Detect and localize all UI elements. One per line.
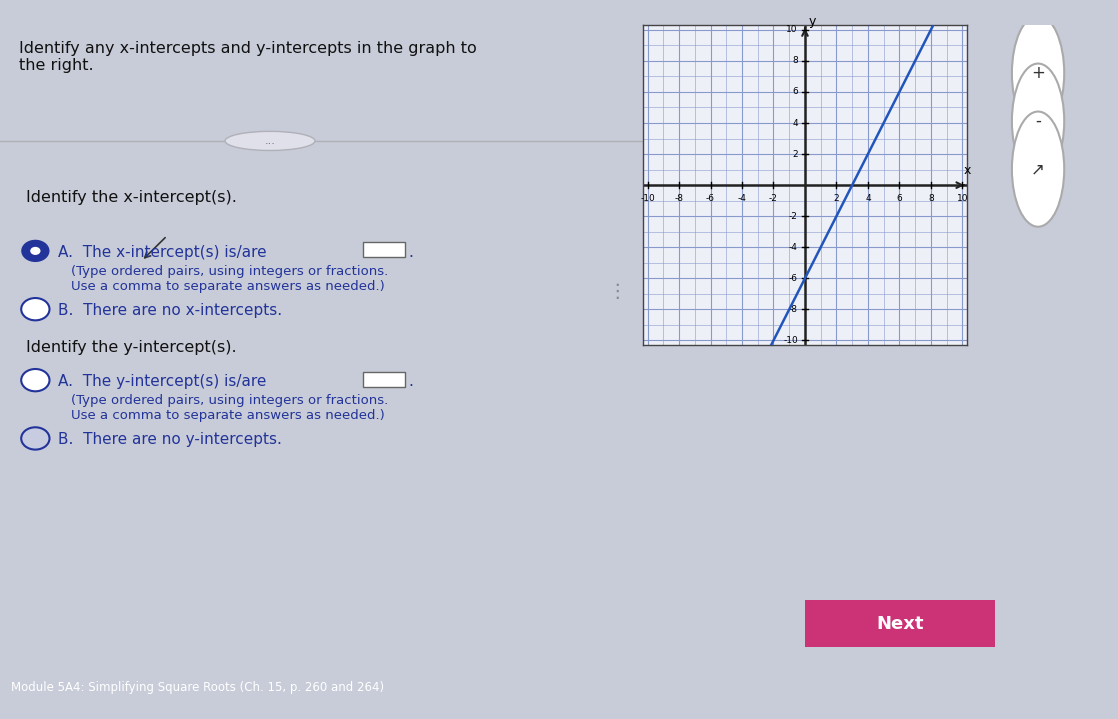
Text: 2: 2 (834, 194, 840, 203)
Text: ⋮: ⋮ (607, 282, 627, 301)
Text: ...: ... (265, 136, 275, 146)
Text: 6: 6 (897, 194, 902, 203)
Circle shape (1012, 63, 1064, 179)
Text: -8: -8 (674, 194, 683, 203)
FancyBboxPatch shape (786, 598, 1014, 649)
FancyBboxPatch shape (363, 242, 405, 257)
Circle shape (21, 369, 49, 391)
Text: 4: 4 (793, 119, 798, 127)
Text: -6: -6 (789, 274, 798, 283)
Text: B.  There are no x-intercepts.: B. There are no x-intercepts. (58, 303, 282, 318)
Text: A.  The x-intercept(s) is/are: A. The x-intercept(s) is/are (58, 244, 266, 260)
Circle shape (21, 298, 49, 321)
Text: -10: -10 (783, 336, 798, 345)
Circle shape (1012, 16, 1064, 131)
Text: (Type ordered pairs, using integers or fractions.
Use a comma to separate answer: (Type ordered pairs, using integers or f… (70, 394, 388, 422)
Text: -4: -4 (789, 243, 798, 252)
Text: -2: -2 (789, 211, 798, 221)
Circle shape (21, 239, 49, 262)
Text: .: . (408, 374, 413, 389)
Text: 8: 8 (928, 194, 934, 203)
Text: B.  There are no y-intercepts.: B. There are no y-intercepts. (58, 432, 282, 447)
Text: (Type ordered pairs, using integers or fractions.
Use a comma to separate answer: (Type ordered pairs, using integers or f… (70, 265, 388, 293)
Text: -2: -2 (769, 194, 778, 203)
Text: y: y (809, 15, 816, 28)
Text: x: x (964, 165, 972, 178)
Text: Next: Next (877, 615, 923, 633)
Text: -10: -10 (641, 194, 655, 203)
Text: -6: -6 (707, 194, 716, 203)
Circle shape (21, 427, 49, 449)
Circle shape (1012, 111, 1064, 226)
Text: Identify the y-intercept(s).: Identify the y-intercept(s). (26, 339, 236, 354)
Text: A.  The y-intercept(s) is/are: A. The y-intercept(s) is/are (58, 374, 266, 389)
Text: -4: -4 (738, 194, 747, 203)
Circle shape (30, 247, 40, 255)
Text: 4: 4 (865, 194, 871, 203)
Text: 10: 10 (957, 194, 968, 203)
Text: 10: 10 (786, 25, 798, 35)
Text: .: . (408, 244, 413, 260)
Ellipse shape (225, 132, 315, 150)
Text: -8: -8 (789, 305, 798, 314)
FancyBboxPatch shape (363, 372, 405, 387)
Text: Identify any x-intercepts and y-intercepts in the graph to
the right.: Identify any x-intercepts and y-intercep… (19, 41, 477, 73)
Text: 2: 2 (793, 150, 798, 159)
Text: Module 5A4: Simplifying Square Roots (Ch. 15, p. 260 and 264): Module 5A4: Simplifying Square Roots (Ch… (11, 681, 385, 694)
Text: ↗: ↗ (1031, 160, 1045, 178)
Text: 8: 8 (793, 56, 798, 65)
Text: -: - (1035, 112, 1041, 130)
Text: 6: 6 (793, 88, 798, 96)
Text: +: + (1031, 64, 1045, 82)
Text: Identify the x-intercept(s).: Identify the x-intercept(s). (26, 190, 237, 205)
